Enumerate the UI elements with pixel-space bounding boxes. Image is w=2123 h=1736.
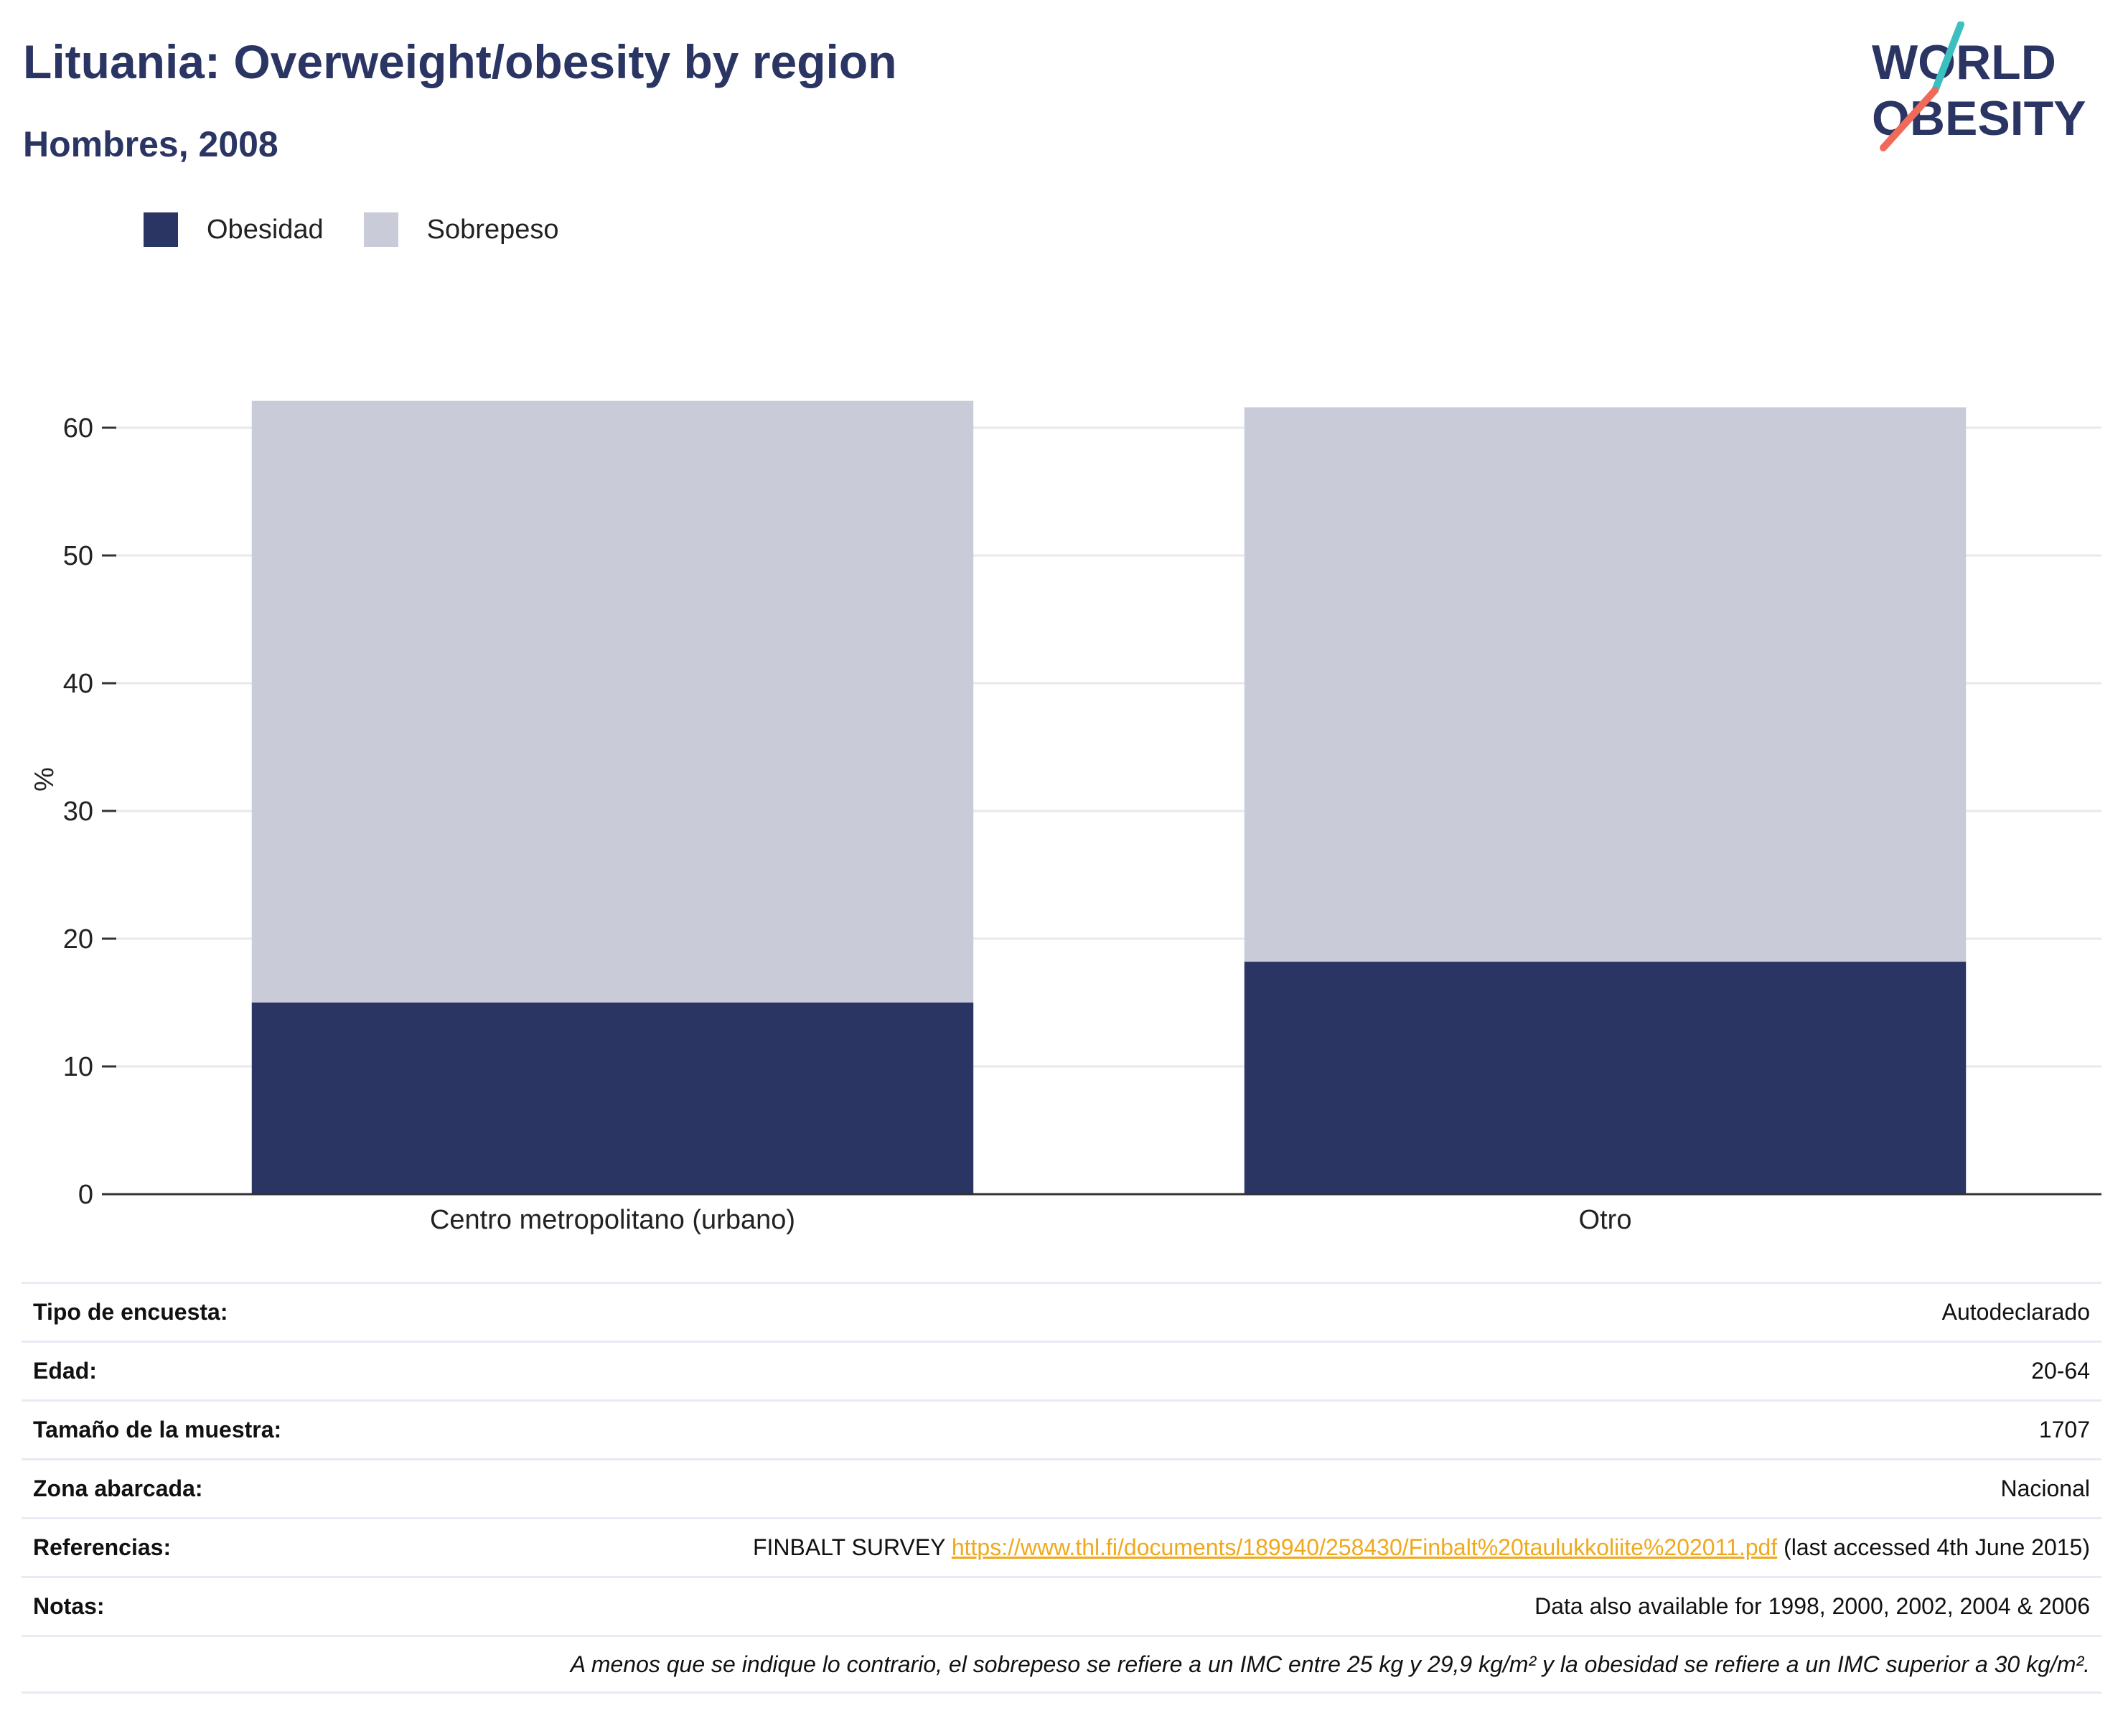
info-value: Nacional	[2000, 1475, 2090, 1501]
bar-obesidad-0[interactable]	[251, 1003, 974, 1194]
info-label: Zona abarcada:	[33, 1475, 203, 1501]
x-tick-label: Otro	[1579, 1205, 1632, 1235]
references-value: FINBALT SURVEY https://www.thl.fi/docume…	[753, 1534, 2090, 1561]
y-tick-label: 30	[63, 797, 93, 827]
logo-line-1: WORLD	[1872, 35, 2056, 90]
bar-sobrepeso-0[interactable]	[251, 400, 974, 1003]
survey-info-table: Tipo de encuesta: Autodeclarado Edad: 20…	[22, 1282, 2101, 1694]
legend-swatch-obesidad	[144, 212, 178, 247]
info-row-notes: Notas: Data also available for 1998, 200…	[22, 1576, 2101, 1635]
logo-slash-bottom	[1880, 87, 1939, 151]
info-label: Edad:	[33, 1358, 97, 1384]
y-tick-label: 0	[78, 1180, 93, 1210]
info-row-age: Edad: 20-64	[22, 1341, 2101, 1399]
info-row-area: Zona abarcada: Nacional	[22, 1458, 2101, 1517]
info-value: 20-64	[2031, 1358, 2090, 1384]
world-obesity-logo: WORLD OBESITY	[1872, 22, 2086, 151]
chart-title: Lituania: Overweight/obesity by region	[23, 35, 897, 88]
info-label: Notas:	[33, 1593, 105, 1619]
bars	[251, 400, 1967, 1194]
legend-item-sobrepeso[interactable]: Sobrepeso	[363, 212, 559, 247]
legend-label-sobrepeso: Sobrepeso	[426, 214, 559, 245]
footnote: A menos que se indique lo contrario, el …	[570, 1651, 2090, 1677]
info-value: 1707	[2038, 1417, 2090, 1442]
logo-slash-top	[1931, 22, 1964, 94]
y-tick-label: 10	[63, 1052, 93, 1082]
reference-suffix: (last accessed 4th June 2015)	[1777, 1534, 2090, 1560]
y-tick-label: 50	[63, 541, 93, 571]
info-value: Autodeclarado	[1941, 1299, 2090, 1325]
bar-obesidad-1[interactable]	[1244, 962, 1967, 1194]
y-tick-label: 20	[63, 924, 93, 954]
info-value: Data also available for 1998, 2000, 2002…	[1534, 1593, 2090, 1619]
reference-link[interactable]: https://www.thl.fi/documents/189940/2584…	[951, 1534, 1778, 1560]
legend-label-obesidad: Obesidad	[207, 214, 324, 245]
info-label: Tipo de encuesta:	[33, 1299, 228, 1325]
info-row-sample-size: Tamaño de la muestra: 1707	[22, 1399, 2101, 1458]
info-row-survey-type: Tipo de encuesta: Autodeclarado	[22, 1282, 2101, 1341]
legend-swatch-sobrepeso	[363, 212, 398, 247]
x-tick-label: Centro metropolitano (urbano)	[430, 1205, 795, 1235]
stacked-bar-chart: 0 10 20 30 40 50 60 Centro metropolitano (urba…	[29, 400, 2101, 1235]
y-tick-label: 60	[63, 413, 93, 444]
y-tick-labels: 0 10 20 30 40 50 60	[63, 413, 116, 1210]
y-tick-label: 40	[63, 669, 93, 699]
reference-prefix: FINBALT SURVEY	[752, 1534, 952, 1560]
y-axis-title: %	[29, 767, 60, 792]
info-label: Referencias:	[33, 1534, 172, 1560]
chart-subtitle: Hombres, 2008	[23, 124, 278, 164]
legend-item-obesidad[interactable]: Obesidad	[144, 212, 324, 247]
info-label: Tamaño de la muestra:	[33, 1417, 282, 1442]
info-row-references: Referencias: FINBALT SURVEY https://www.…	[22, 1517, 2101, 1576]
chart-legend: Obesidad Sobrepeso	[144, 212, 599, 247]
bar-sobrepeso-1[interactable]	[1244, 407, 1967, 962]
x-tick-labels: Centro metropolitano (urbano) Otro	[430, 1205, 1631, 1235]
info-row-footnote: A menos que se indique lo contrario, el …	[22, 1635, 2101, 1694]
